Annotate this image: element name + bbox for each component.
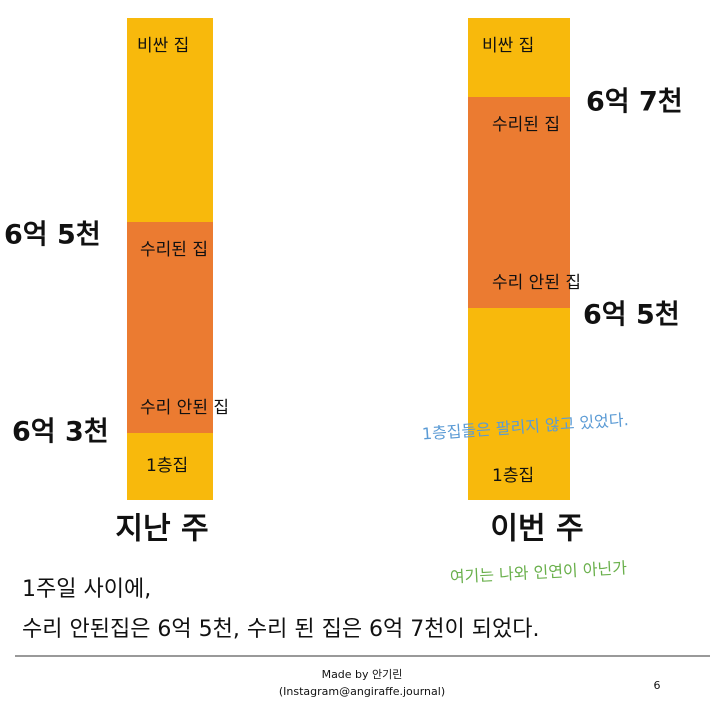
- price-label: 6억 5천: [4, 220, 101, 251]
- segment-label: 수리된 집: [140, 240, 208, 260]
- credit: Made by 안기린: [322, 668, 403, 681]
- orange-band: [127, 222, 213, 433]
- segment-label: 1층집: [492, 466, 534, 486]
- column-title: 이번 주: [490, 512, 583, 547]
- page-number: 6: [654, 679, 661, 692]
- segment-label: 수리 안된 집: [492, 273, 581, 293]
- segment-label: 1층집: [146, 456, 188, 476]
- yellow-band: [468, 18, 570, 97]
- aside: 여기는 나와 인연이 아닌가: [449, 558, 627, 586]
- summary-line: 1주일 사이에,: [22, 577, 151, 602]
- yellow-band: [127, 433, 213, 500]
- yellow-band: [127, 18, 213, 222]
- segment-label: 수리 안된 집: [140, 398, 229, 418]
- summary-line: 수리 안된집은 6억 5천, 수리 된 집은 6억 7천이 되었다.: [22, 617, 539, 642]
- credit: (Instagram@angiraffe.journal): [279, 685, 445, 698]
- segment-label: 수리된 집: [492, 115, 560, 135]
- column-title: 지난 주: [115, 512, 208, 547]
- price-label: 6억 5천: [583, 300, 680, 331]
- segment-label: 비싼 집: [137, 36, 189, 56]
- price-label: 6억 7천: [586, 87, 683, 118]
- orange-band: [468, 97, 570, 308]
- price-label: 6억 3천: [12, 417, 109, 448]
- segment-label: 비싼 집: [482, 36, 534, 56]
- yellow-band: [468, 308, 570, 500]
